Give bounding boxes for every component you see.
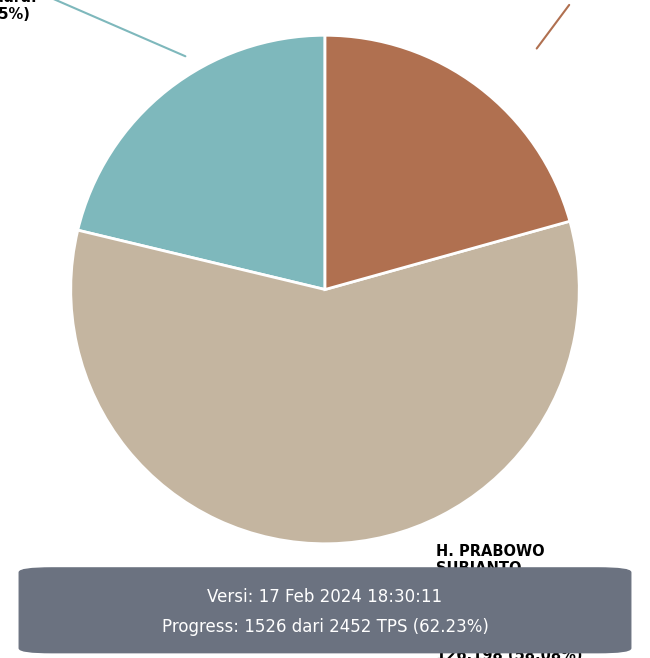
Text: Versi: 17 Feb 2024 18:30:11: Versi: 17 Feb 2024 18:30:11	[207, 588, 443, 605]
Wedge shape	[78, 36, 325, 290]
Text: H. GANJAR
PRANOWO, S.H.,
M.I.P. - Prof. Dr.
H. M. MAHFUD
MD
Perolehan Suara:
44,: H. GANJAR PRANOWO, S.H., M.I.P. - Prof. …	[537, 0, 650, 49]
FancyBboxPatch shape	[20, 568, 630, 653]
Text: H. PRABOWO
SUBIANTO -
GIBRAN
RAKABUMING
RAKA
Perolehan Suara:
126,198 (58.08%): H. PRABOWO SUBIANTO - GIBRAN RAKABUMING …	[436, 544, 582, 658]
Text: Progress: 1526 dari 2452 TPS (62.23%): Progress: 1526 dari 2452 TPS (62.23%)	[162, 618, 488, 636]
Text: H. ANIES RASYID
BASWEDAN, Ph.D.
- Dr. (H.C.) H. A.
MUHAIMIN
ISKANDAR
Perolehan S: H. ANIES RASYID BASWEDAN, Ph.D. - Dr. (H…	[0, 0, 185, 57]
Wedge shape	[325, 36, 570, 290]
Wedge shape	[71, 221, 579, 544]
